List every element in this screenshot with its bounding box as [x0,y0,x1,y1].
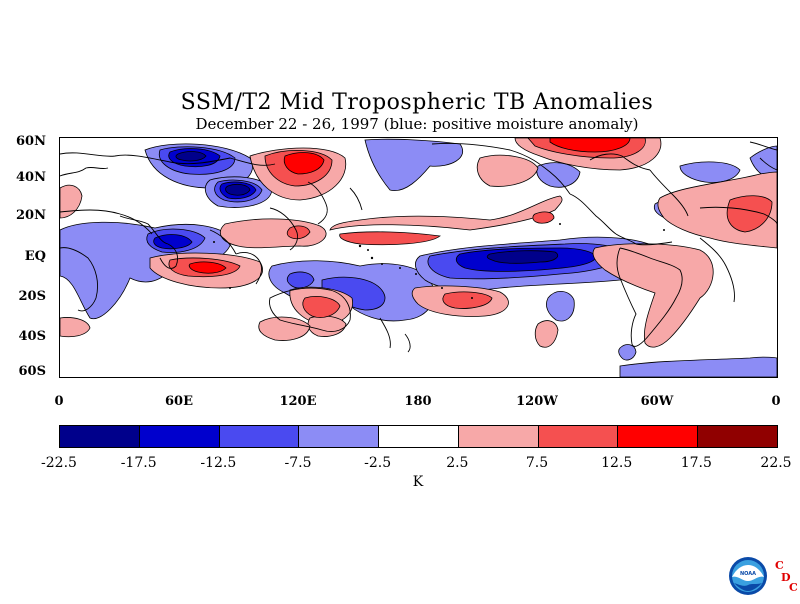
color-legend-tick-label: 12.5 [601,455,633,471]
map-subtitle: December 22 - 26, 1997 (blue: positive m… [195,115,639,133]
dry-anomaly-core [283,152,325,175]
map-title: SSM/T2 Mid Tropospheric TB Anomalies [180,90,654,115]
dry-anomaly-region [220,218,327,249]
lat-label-60s: 60S [18,364,46,379]
moist-anomaly-region [749,145,777,179]
lat-label-40n: 40N [16,170,46,185]
moist-anomaly-region [679,161,741,183]
color-legend-tick-label: -17.5 [120,455,157,471]
dry-anomaly-region [534,320,559,348]
dry-anomaly-core [188,261,227,274]
color-legend-swatch [219,426,300,447]
color-legend [59,425,778,448]
color-legend-swatch [538,426,619,447]
color-legend-tick-label: 2.5 [446,455,469,471]
logo-letter-c1: C [775,559,784,572]
lon-label-120w: 120W [516,394,558,409]
color-legend-swatch [458,426,539,447]
dry-anomaly-region [339,231,441,246]
color-legend-tick-label: -22.5 [41,455,77,471]
lon-label-60e: 60E [165,394,193,409]
lat-label-20s: 20S [18,289,46,304]
color-legend-tick-label: 17.5 [680,455,712,471]
color-legend-tick-label: 22.5 [760,455,792,471]
lon-label-180: 180 [404,394,432,409]
moist-anomaly-region [364,138,463,192]
moist-anomaly-region [546,291,575,322]
color-legend-swatch [299,426,380,447]
dry-anomaly-region [286,225,311,240]
color-legend-swatch [60,426,140,447]
dry-anomaly-region [592,243,714,348]
color-legend-swatch [618,426,699,447]
dry-anomaly-region [442,291,493,309]
dry-anomaly-region [60,184,83,219]
moist-anomaly-region [618,344,637,361]
dry-anomaly-region [726,195,773,233]
lon-label-0: 0 [54,394,64,409]
lat-label-eq: EQ [24,249,46,264]
moist-anomaly-region [153,234,193,250]
color-legend-swatch [379,426,459,447]
lon-label-120e: 120E [279,394,317,409]
color-legend-swatch [139,426,220,447]
dry-anomaly-region [60,317,91,338]
anomaly-map [59,137,778,378]
logo-letter-c2: C [789,581,798,594]
dry-anomaly-region [329,195,563,231]
noaa-cdc-logo: NOAA C D C [728,555,800,600]
lon-label-0-east: 0 [771,394,781,409]
dry-anomaly-region [532,211,555,224]
color-legend-tick-label: -7.5 [284,455,312,471]
logo-org-text: NOAA [740,571,756,577]
lat-label-40s: 40S [18,329,46,344]
moist-anomaly-core [486,250,559,264]
color-legend-tick-label: -2.5 [364,455,392,471]
color-legend-unit: K [412,474,424,490]
coastlines [60,141,777,353]
color-legend-swatch [698,426,778,447]
lon-label-60w: 60W [640,394,674,409]
color-legend-tick-label: 7.5 [525,455,549,471]
dry-anomaly-region [476,154,539,187]
moist-anomaly-core [175,151,207,162]
islands [213,223,665,299]
dry-anomaly-region [258,316,311,341]
lat-label-60n: 60N [16,134,46,149]
dry-anomaly-region [302,296,341,318]
moist-anomaly-region [619,356,777,377]
lat-label-20n: 20N [16,208,46,223]
moist-anomaly-core [225,183,251,196]
logo-letter-d: D [781,571,791,584]
color-legend-tick-label: -12.5 [200,455,237,471]
dry-anomaly-core [549,138,631,153]
